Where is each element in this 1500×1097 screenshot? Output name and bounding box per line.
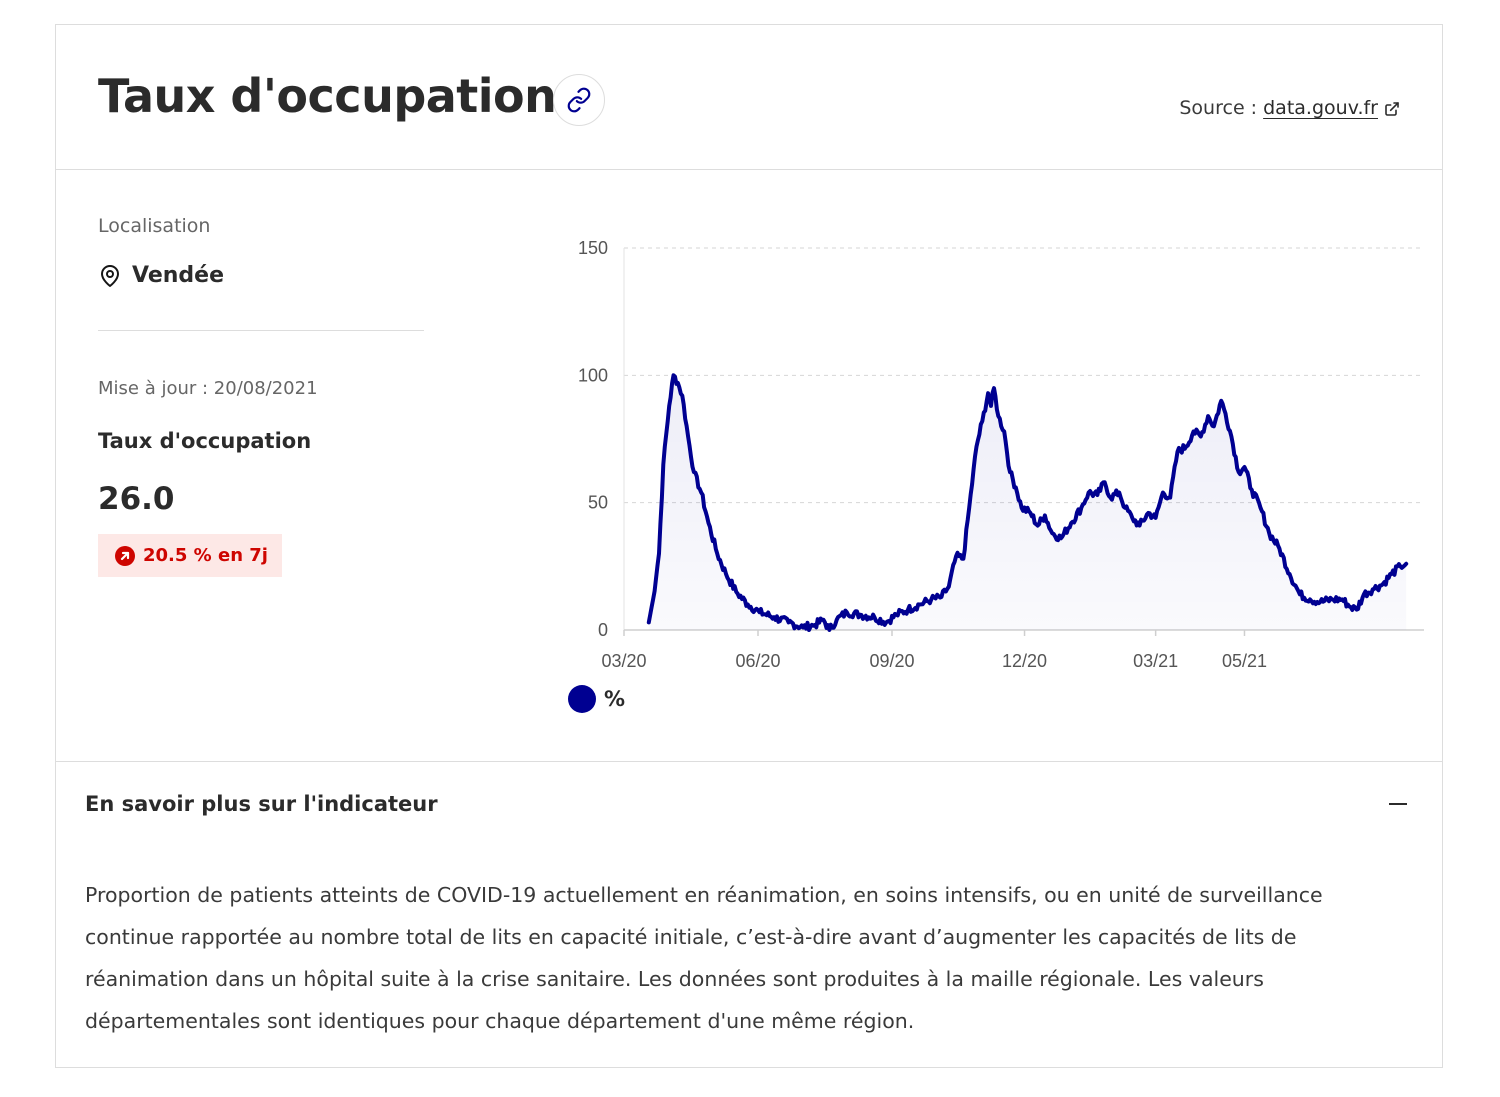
location-name: Vendée — [132, 263, 224, 288]
arrow-up-right-icon — [115, 545, 135, 566]
external-link-icon — [1385, 101, 1399, 116]
y-tick-label: 50 — [588, 493, 608, 513]
divider — [98, 330, 424, 331]
location-label: Localisation — [98, 215, 211, 237]
x-tick-label: 09/20 — [869, 651, 914, 671]
x-tick-label: 12/20 — [1002, 651, 1047, 671]
page-title: Taux d'occupation — [98, 69, 557, 123]
source-link-text: data.gouv.fr — [1263, 97, 1378, 119]
x-tick-label: 03/20 — [601, 651, 646, 671]
update-date: Mise à jour : 20/08/2021 — [98, 378, 318, 399]
chart-legend: % — [568, 685, 625, 713]
source: Source : data.gouv.fr — [1179, 97, 1400, 119]
accordion-toggle[interactable]: En savoir plus sur l'indicateur — [85, 792, 438, 816]
copy-link-button[interactable] — [553, 74, 605, 126]
occupation-chart: 0 50 100 150 03/20 06/20 09/20 12/20 03/21 05/21 — [578, 238, 1424, 671]
y-tick-label: 0 — [598, 620, 608, 640]
y-tick-label: 150 — [578, 238, 608, 258]
indicator-summary: Localisation Vendée Mise à jour : 20/08/… — [98, 215, 424, 577]
series-line — [646, 373, 1409, 632]
source-link[interactable]: data.gouv.fr — [1263, 97, 1400, 119]
x-tick-label: 03/21 — [1133, 651, 1178, 671]
trend-badge: 20.5 % en 7j — [98, 534, 282, 577]
trend-text: 20.5 % en 7j — [143, 545, 268, 566]
y-tick-label: 100 — [578, 365, 608, 385]
x-tick-label: 05/21 — [1222, 651, 1267, 671]
indicator-description: Proportion de patients atteints de COVID… — [85, 883, 1323, 1033]
card-header: Taux d'occupation Source : data.gouv.fr — [56, 25, 1442, 170]
x-tick-label: 06/20 — [735, 651, 780, 671]
source-label: Source : — [1179, 97, 1258, 119]
legend-label: % — [604, 687, 626, 711]
location-value: Vendée — [98, 263, 424, 288]
indicator-value: 26.0 — [98, 481, 175, 517]
legend-marker — [568, 685, 596, 713]
indicator-card: Taux d'occupation Source : data.gouv.fr … — [55, 24, 1443, 1068]
series-area — [648, 375, 1407, 630]
minus-icon[interactable] — [1386, 792, 1410, 816]
indicator-label: Taux d'occupation — [98, 429, 312, 453]
link-icon — [567, 87, 591, 113]
accordion-section: En savoir plus sur l'indicateur Proporti… — [56, 761, 1442, 1069]
map-pin-icon — [101, 264, 119, 287]
